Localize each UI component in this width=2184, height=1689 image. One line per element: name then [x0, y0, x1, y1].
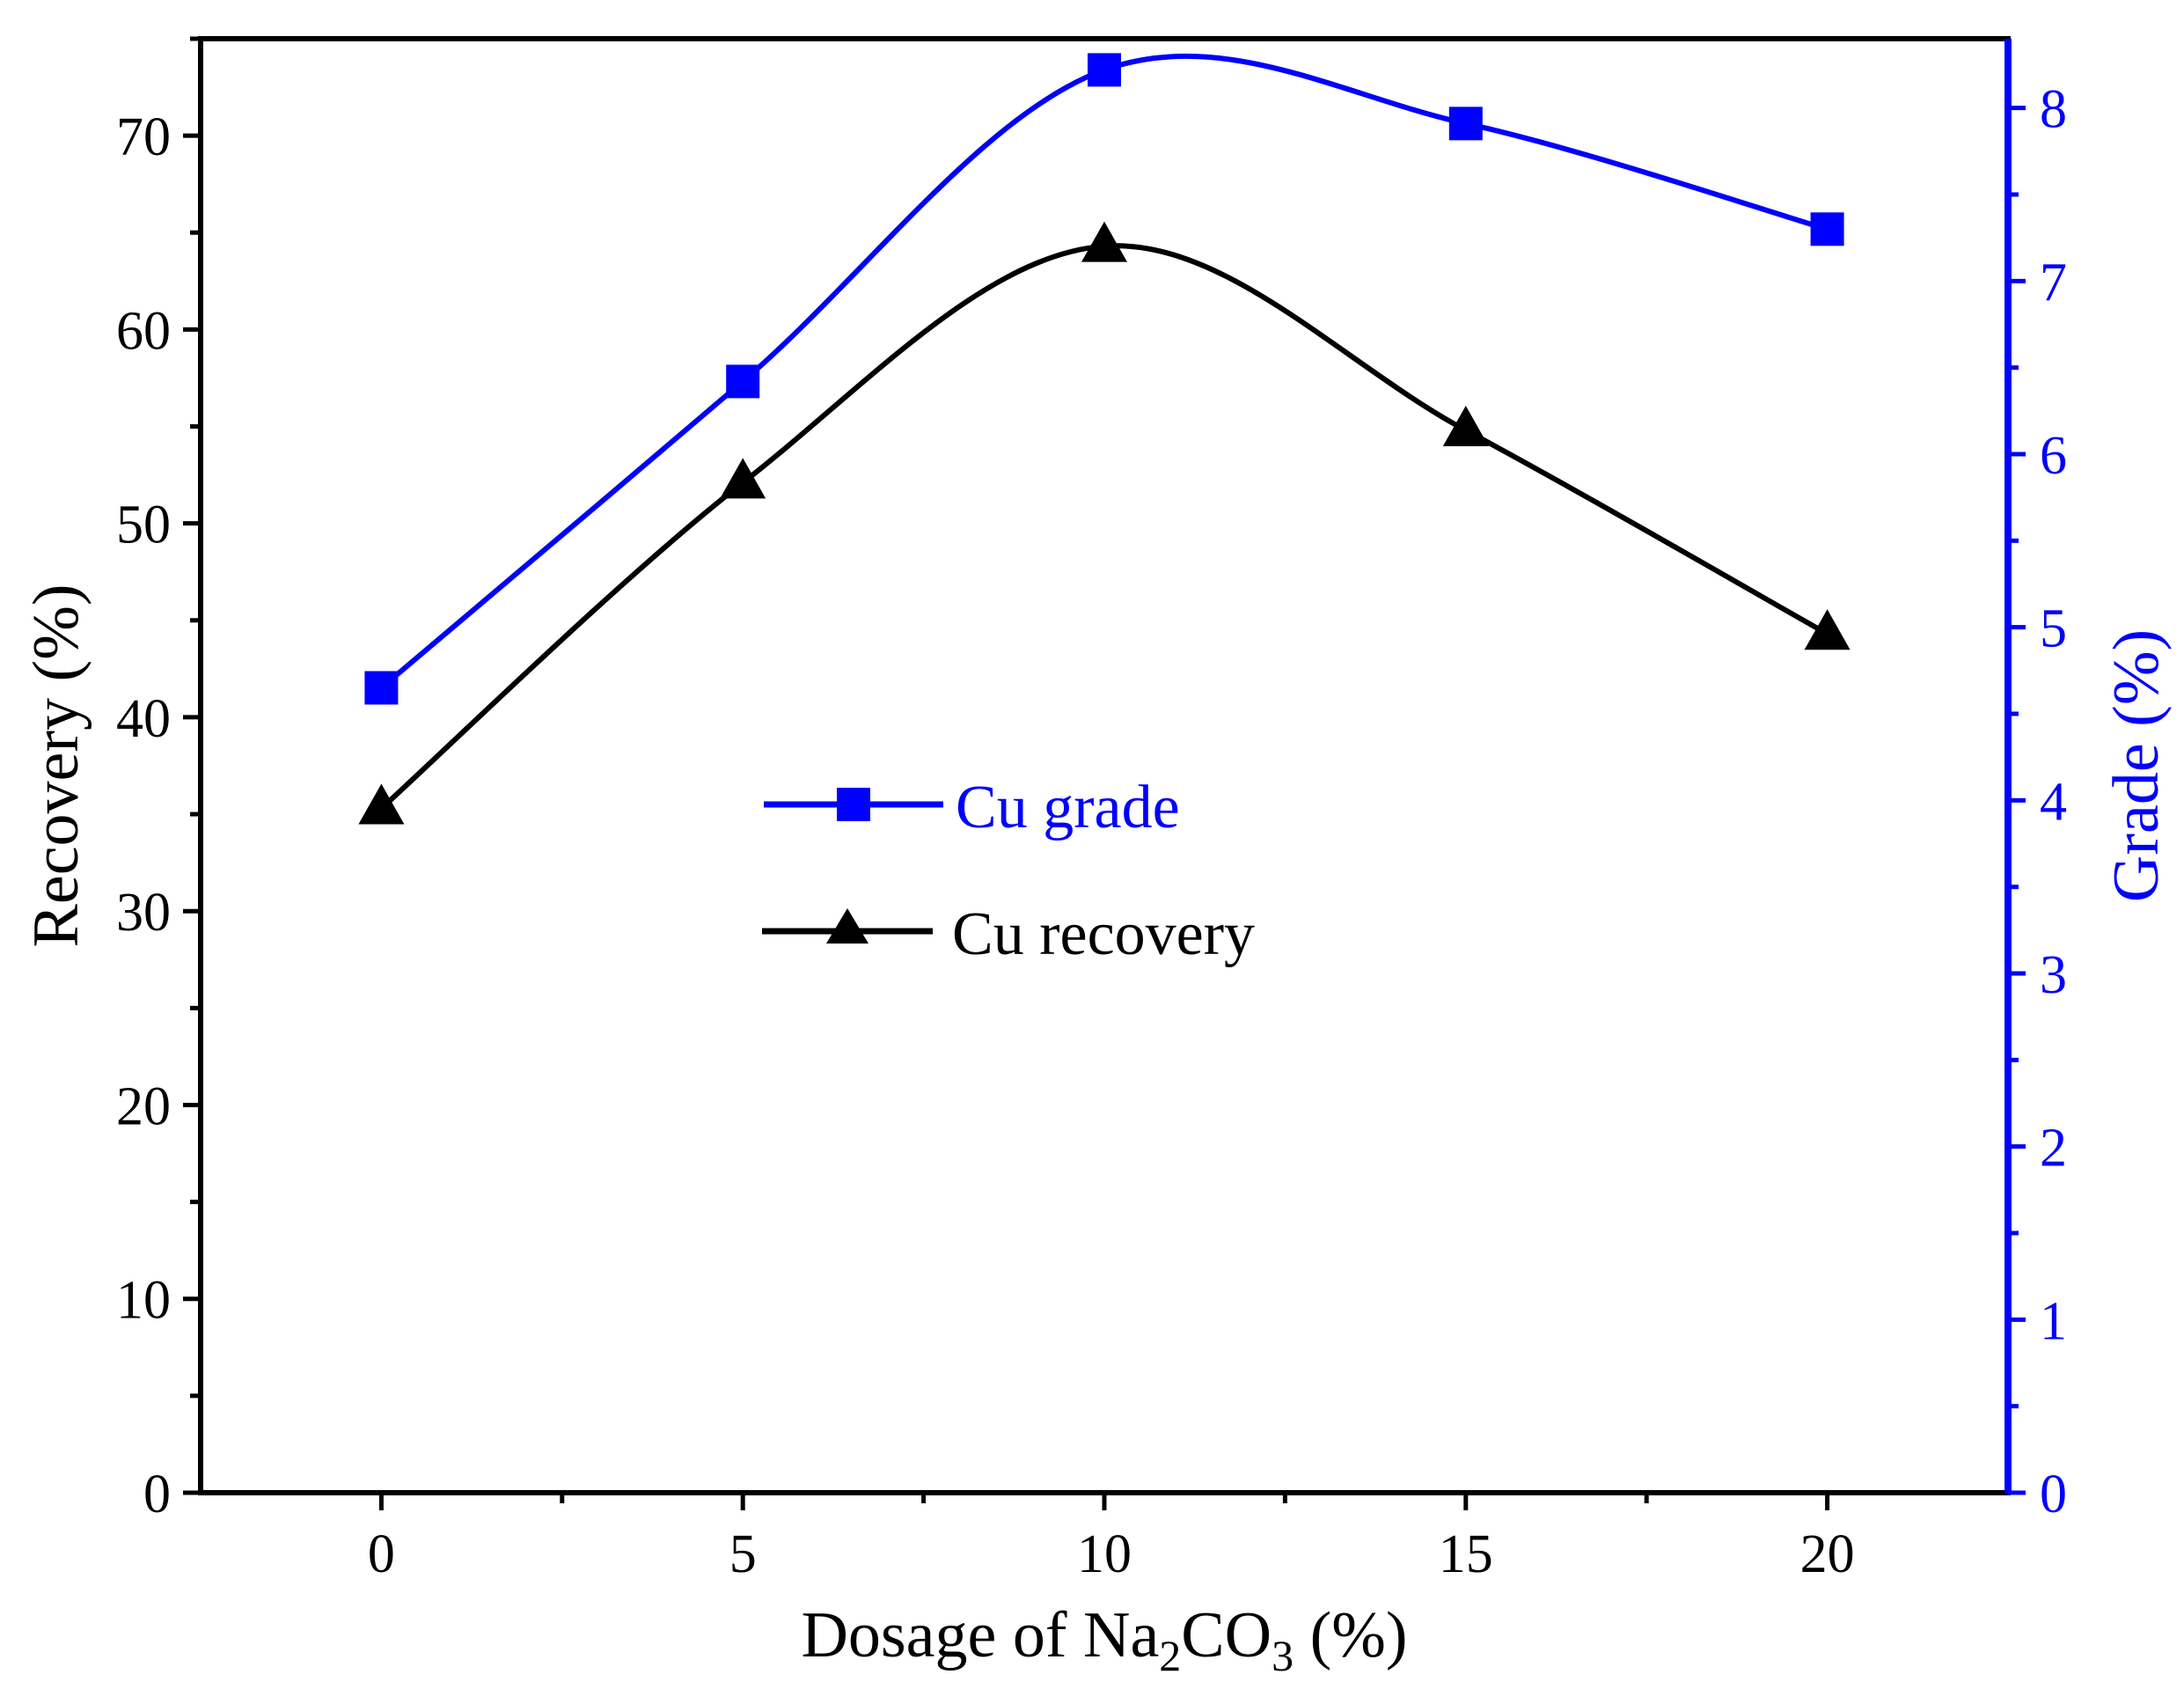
- left-tick-label: 40: [116, 689, 171, 749]
- right-tick-label: 4: [2040, 772, 2067, 832]
- left-axis-title: Recovery (%): [20, 584, 92, 948]
- legend: Cu grade Cu recovery: [762, 774, 1255, 968]
- left-tick-label: 60: [116, 301, 171, 361]
- left-tick-label: 30: [116, 883, 171, 943]
- x-tick-label: 20: [1800, 1524, 1855, 1584]
- right-tick-label: 5: [2040, 599, 2067, 659]
- x-axis-title-prefix: Dosage of Na: [801, 1599, 1159, 1671]
- x-axis-title-mid: CO: [1181, 1599, 1272, 1671]
- right-tick-label: 1: [2040, 1291, 2067, 1351]
- cu-recovery-point: [358, 783, 405, 825]
- x-tick-label: 5: [729, 1524, 757, 1584]
- x-tick-label: 0: [368, 1524, 395, 1584]
- legend-grade-label: Cu grade: [956, 774, 1180, 841]
- left-tick-label: 50: [116, 496, 171, 555]
- cu-recovery-point: [1442, 405, 1489, 446]
- left-tick-label: 70: [116, 107, 171, 167]
- left-tick-label: 20: [116, 1076, 171, 1136]
- left-tick-label: 0: [143, 1465, 171, 1524]
- x-tick-label: 10: [1077, 1524, 1132, 1584]
- x-axis-title-suffix: (%): [1294, 1599, 1407, 1671]
- right-axis-title: Grade (%): [2100, 629, 2173, 902]
- cu-grade-point: [1448, 106, 1483, 141]
- cu-grade-point: [364, 671, 399, 705]
- right-tick-label: 3: [2040, 945, 2067, 1005]
- left-axis-ticks: 0 10 20 30 40 50 60 70: [116, 36, 201, 1524]
- cu-recovery-line: [379, 243, 1829, 811]
- cu-grade-point: [1810, 212, 1844, 246]
- cu-grade-line: [379, 53, 1829, 690]
- cu-grade-point: [1088, 53, 1121, 87]
- x-axis-title-sub2: 3: [1272, 1631, 1294, 1680]
- right-tick-label: 0: [2040, 1465, 2067, 1524]
- legend-recovery-label: Cu recovery: [952, 900, 1255, 968]
- right-tick-label: 6: [2040, 426, 2067, 486]
- x-tick-label: 15: [1439, 1524, 1493, 1584]
- x-axis-ticks: 0 5 10 15 20: [368, 1493, 1855, 1584]
- right-axis-ticks: 0 1 2 3 4 5 6 7 8: [2008, 80, 2067, 1524]
- cu-recovery-point: [1081, 221, 1127, 262]
- right-tick-label: 2: [2040, 1119, 2067, 1179]
- legend-grade-marker: [837, 788, 870, 821]
- x-axis-title-sub1: 2: [1159, 1631, 1181, 1680]
- series-layer: [358, 53, 1851, 825]
- legend-recovery-marker: [826, 908, 868, 944]
- right-tick-label: 8: [2040, 80, 2067, 140]
- left-tick-label: 10: [116, 1271, 171, 1331]
- cu-recovery-point: [720, 458, 766, 499]
- cu-grade-point: [726, 364, 760, 399]
- right-tick-label: 7: [2040, 253, 2067, 312]
- x-axis-title: Dosage of Na2CO3 (%): [801, 1599, 1407, 1680]
- cu-recovery-point: [1804, 609, 1851, 650]
